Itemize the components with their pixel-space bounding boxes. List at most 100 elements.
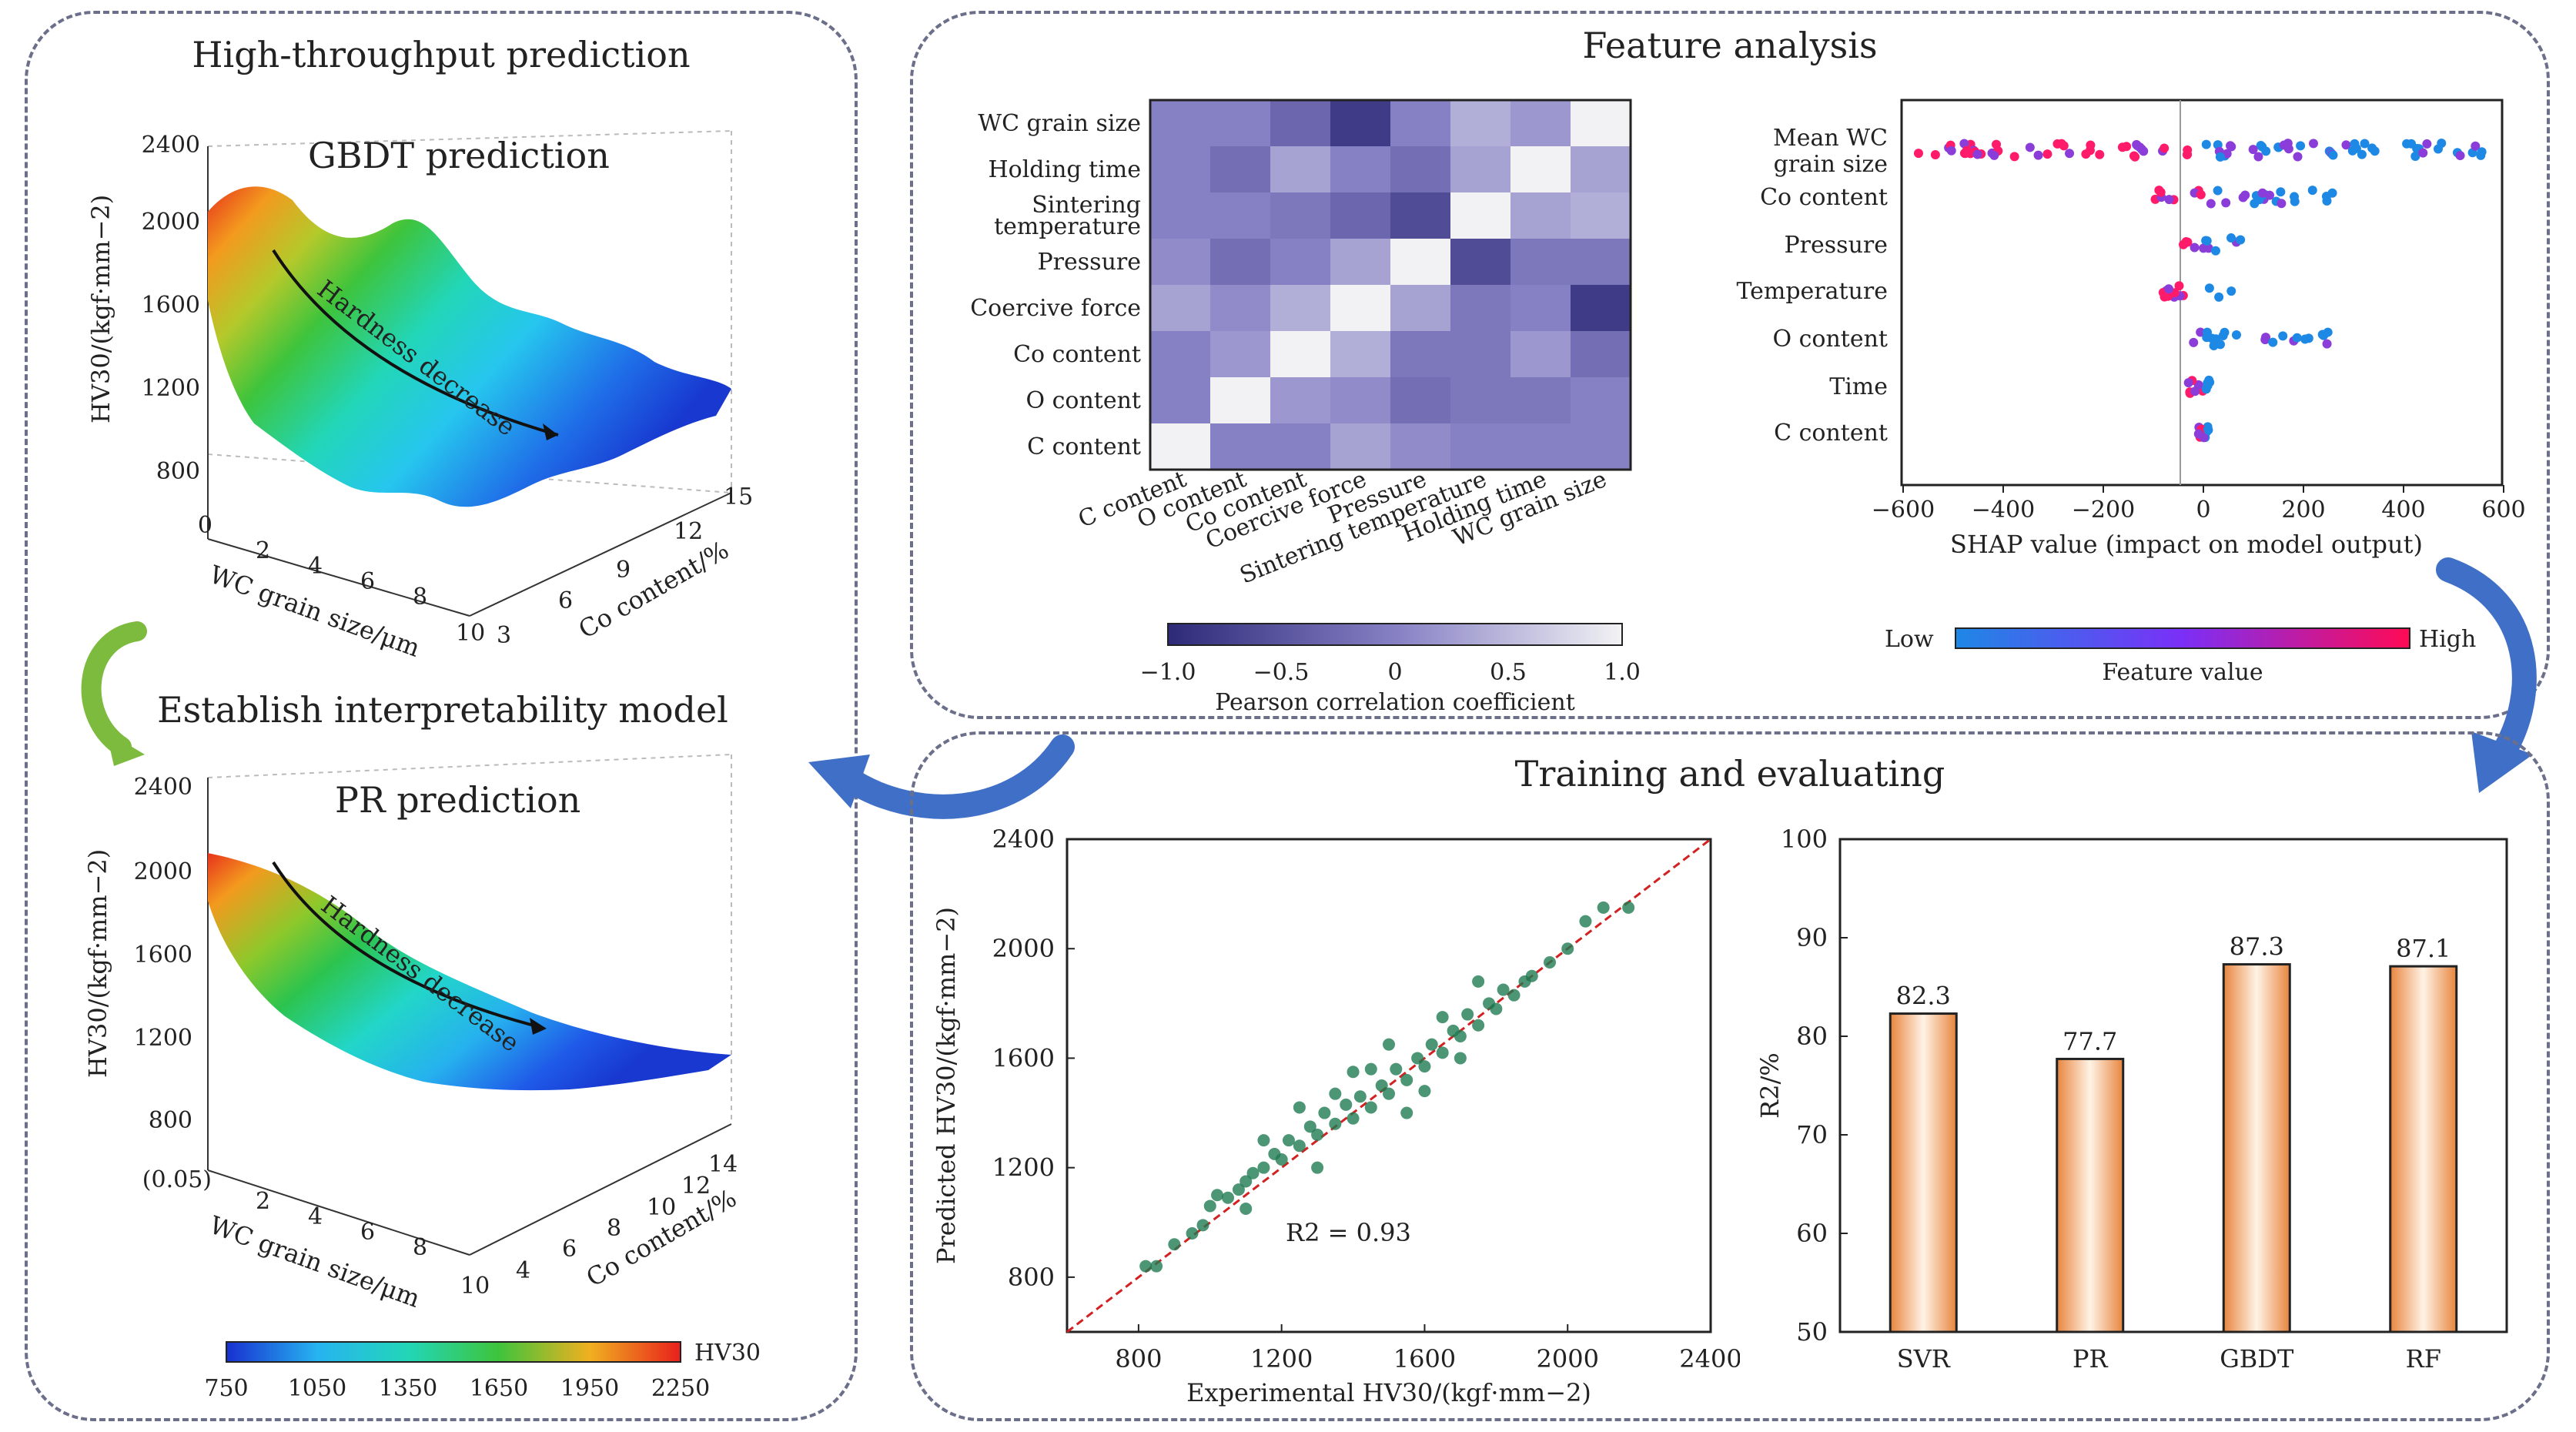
- shap-point: [2202, 236, 2212, 246]
- pr-y-ticks: 4 6 8 10 12 14: [516, 1151, 738, 1284]
- shap-point: [2279, 140, 2289, 150]
- shap-point: [2407, 139, 2417, 149]
- bar-category-label: GBDT: [2220, 1344, 2294, 1373]
- svg-text:12: 12: [681, 1173, 711, 1199]
- svg-text:4: 4: [308, 1203, 323, 1230]
- shap-point: [2308, 139, 2318, 149]
- shap-colorbar: [1955, 627, 2410, 649]
- parity-point: [1507, 989, 1521, 1002]
- heatmap-cell: [1571, 146, 1631, 192]
- parity-point: [1490, 1002, 1503, 1015]
- heatmap-cell: [1330, 423, 1390, 470]
- svg-text:2000: 2000: [142, 209, 200, 236]
- svg-text:750: 750: [204, 1375, 248, 1402]
- heatmap-row-label: Sintering: [1032, 192, 1141, 219]
- gbdt-3d-plot: Hardness decrease GBDT prediction 2400 2…: [86, 130, 753, 663]
- parity-point: [1400, 1073, 1413, 1086]
- shap-point: [2370, 146, 2380, 156]
- r2-bar-chart: 82.3 SVR 77.7 PR 87.3 GBDT 87.1 RF 50 60 70 80 90 10…: [1755, 825, 2508, 1373]
- svg-text:4: 4: [516, 1257, 530, 1284]
- shap-feature-label: C content: [1774, 420, 1888, 447]
- shap-point: [1989, 150, 1999, 160]
- pr-hardness-arrow: [272, 861, 544, 1029]
- shap-point: [2290, 196, 2300, 206]
- shap-point: [2357, 149, 2367, 159]
- shap-point: [2220, 327, 2230, 337]
- heatmap-cell: [1450, 239, 1510, 285]
- shap-point: [2437, 139, 2447, 149]
- svg-text:8: 8: [413, 1234, 427, 1261]
- shap-point: [2410, 152, 2420, 162]
- shap-point: [2164, 284, 2174, 294]
- heatmap-cell: [1510, 285, 1571, 331]
- heatmap-cell: [1390, 146, 1450, 192]
- svg-text:6: 6: [558, 587, 573, 614]
- heatmap-cell: [1450, 285, 1510, 331]
- heatmap-cell: [1390, 100, 1450, 146]
- shap-point: [2418, 148, 2428, 158]
- feature-panel: [910, 11, 2550, 719]
- heatmap-cell: [1210, 423, 1270, 470]
- shap-point: [2360, 139, 2370, 149]
- bar-y-tick: 100: [1781, 825, 1828, 854]
- bar: [2389, 965, 2458, 1333]
- heatmap-cell: [1571, 423, 1631, 470]
- shap-point: [2203, 425, 2213, 435]
- bar: [2222, 963, 2291, 1333]
- heatmap-cell: [1330, 331, 1390, 377]
- heatmap-cell: [1510, 239, 1571, 285]
- parity-point: [1239, 1203, 1253, 1215]
- shap-point: [2341, 140, 2351, 150]
- gbdt-arrowhead: [543, 423, 558, 440]
- heatmap-row-label: temperature: [994, 213, 1141, 240]
- parity-point: [1383, 1038, 1395, 1051]
- gbdt-z-ticks: 2400 2000 1600 1200 800 0: [142, 132, 212, 539]
- parity-point: [1364, 1062, 1377, 1076]
- heatmap-cell: [1571, 331, 1631, 377]
- heatmap-cell: [1210, 285, 1270, 331]
- shap-point: [2033, 150, 2043, 160]
- heatmap-cell: [1390, 192, 1450, 239]
- heatmap-cell: [1450, 100, 1510, 146]
- svg-text:8: 8: [413, 584, 427, 611]
- parity-point: [1282, 1134, 1295, 1147]
- shap-point: [2226, 233, 2236, 243]
- heatmap-cell: [1330, 239, 1390, 285]
- parity-point: [1390, 1062, 1403, 1076]
- parity-point: [1525, 969, 1538, 982]
- parity-y-tick: 1600: [992, 1043, 1055, 1072]
- parity-point: [1275, 1153, 1288, 1166]
- svg-text:6: 6: [360, 568, 375, 595]
- shap-feature-label: Mean WC: [1773, 125, 1888, 152]
- parity-point: [1318, 1106, 1331, 1119]
- svg-text:4: 4: [308, 553, 323, 580]
- heatmap-cell: [1150, 423, 1210, 470]
- heatmap-cell: [1210, 146, 1270, 192]
- svg-text:12: 12: [674, 518, 703, 545]
- pr-3d-plot: Hardness decrease PR prediction 2400 200…: [83, 754, 741, 1313]
- shap-point: [2204, 283, 2214, 293]
- shap-point: [2202, 333, 2212, 343]
- svg-text:800: 800: [156, 458, 200, 485]
- shap-point: [2042, 149, 2052, 159]
- shap-point: [2322, 339, 2332, 349]
- shap-point: [1913, 149, 1923, 159]
- shap-point: [2174, 281, 2184, 291]
- parity-point: [1257, 1161, 1270, 1174]
- svg-text:6: 6: [562, 1236, 577, 1263]
- heatmap-cell: [1510, 331, 1571, 377]
- heatmap-cell: [1450, 146, 1510, 192]
- heatmap-cell: [1571, 285, 1631, 331]
- bar-category-label: SVR: [1897, 1344, 1951, 1373]
- heatmap-cell: [1390, 331, 1450, 377]
- shap-point: [2190, 243, 2200, 253]
- heatmap-cell: [1270, 377, 1330, 423]
- shap-point: [2182, 149, 2192, 159]
- shap-point: [2253, 152, 2263, 162]
- bar-category-label: PR: [2073, 1344, 2109, 1373]
- svg-text:2: 2: [256, 1188, 270, 1215]
- heatmap-row-label: Co content: [1013, 341, 1141, 368]
- shap-point: [2210, 246, 2220, 256]
- bar-value-label: 87.3: [2230, 932, 2284, 962]
- bar-value-label: 87.1: [2396, 934, 2451, 963]
